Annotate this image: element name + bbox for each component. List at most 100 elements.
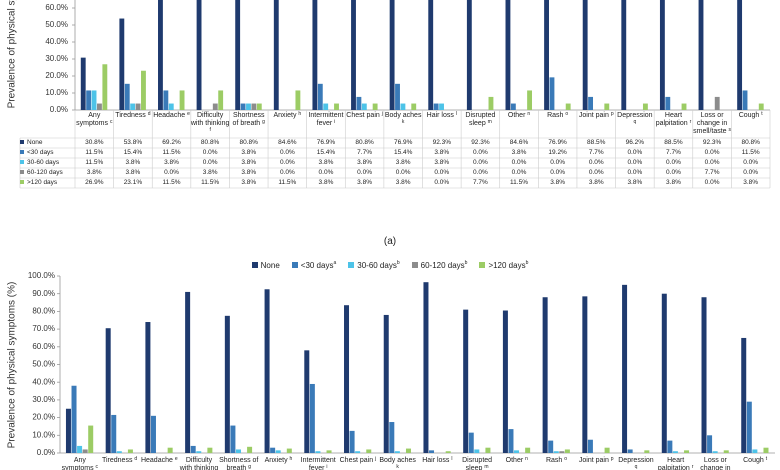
table-cell: 0.0% — [473, 159, 488, 166]
table-cell: 76.9% — [316, 139, 336, 146]
bar — [179, 90, 185, 110]
bar — [218, 90, 224, 110]
bar — [659, 0, 665, 110]
legend-item: 30-60 daysb — [348, 260, 400, 271]
category-label: Anxiety h — [268, 112, 307, 120]
bar — [644, 450, 650, 453]
category-note: d — [134, 456, 138, 462]
legend-swatch — [20, 150, 24, 154]
bar — [383, 314, 389, 453]
table-cell: 0.0% — [666, 169, 681, 176]
bar — [102, 64, 108, 110]
bar — [224, 315, 230, 453]
bar — [141, 70, 146, 110]
bar — [564, 449, 570, 453]
bar — [723, 450, 729, 453]
bar — [355, 451, 361, 453]
bar — [315, 451, 321, 453]
y-tick-label: 10.0% — [32, 430, 55, 439]
bar — [553, 451, 559, 453]
bar — [698, 0, 704, 111]
bar — [505, 0, 511, 111]
bar — [389, 422, 395, 453]
bar — [304, 350, 310, 453]
bar — [105, 328, 111, 453]
table-cell: 0.0% — [202, 149, 218, 156]
legend-swatch — [20, 160, 24, 164]
category-label: Disrupted sleep m — [461, 112, 500, 128]
category-name: Depression — [617, 112, 653, 119]
table-cell: 11.5% — [162, 179, 181, 186]
table-cell: 3.8% — [318, 179, 334, 186]
bar — [212, 103, 218, 110]
table-row-label: 30-60 days — [20, 158, 75, 168]
table-cell: 11.5% — [278, 179, 297, 186]
table-cell: 3.8% — [627, 179, 643, 186]
legend-label: >120 days — [27, 179, 58, 186]
table-cell: 3.8% — [434, 159, 450, 166]
table-cell: 92.3% — [432, 139, 452, 146]
category-name: Depression — [618, 457, 654, 464]
category-name: Chest pain — [346, 112, 380, 119]
bar — [97, 103, 102, 110]
table-cell: 7.7% — [704, 169, 720, 176]
y-tick-label: 40.0% — [32, 377, 55, 386]
bar — [582, 296, 588, 453]
bar — [158, 0, 163, 110]
table-cell: 11.5% — [741, 149, 760, 156]
bar — [389, 0, 395, 110]
bar — [230, 425, 236, 453]
bar — [323, 103, 329, 110]
legend-swatch — [348, 262, 355, 268]
table-cell: 0.0% — [473, 169, 488, 176]
table-cell: 0.0% — [279, 169, 295, 176]
y-tick-label: 50.0% — [32, 360, 55, 369]
bar — [433, 103, 439, 110]
table-cell: 3.8% — [395, 179, 411, 186]
category-label: Chest pain j — [338, 457, 378, 465]
category-label: Intermittent fever i — [298, 457, 338, 470]
category-label: Anxiety h — [259, 457, 299, 465]
bar — [334, 103, 339, 110]
category-name: Intermittent fever — [308, 112, 344, 127]
bar — [167, 447, 173, 453]
legend-item: 60-120 daysb — [411, 261, 467, 271]
category-note: q — [634, 464, 638, 470]
category-name: Joint pain — [578, 112, 609, 119]
bar — [488, 96, 494, 110]
y-tick-label: 60.0% — [45, 3, 68, 12]
table-cell: 0.0% — [473, 149, 488, 156]
category-note: h — [289, 456, 293, 462]
table-cell: 0.0% — [511, 159, 527, 166]
table-cell: 88.5% — [587, 139, 606, 146]
bar — [661, 293, 667, 453]
legend-note: b — [396, 260, 400, 266]
bar — [423, 282, 429, 453]
category-note: r — [689, 119, 692, 125]
table-cell: 3.8% — [743, 179, 759, 186]
bar — [707, 435, 713, 453]
category-name: Body aches — [384, 112, 422, 119]
bar — [82, 449, 88, 453]
y-tick-label: 100.0% — [28, 271, 55, 280]
category-label: Loss or change in smell/taste s — [696, 457, 736, 470]
category-name: Shortness of breath — [232, 112, 265, 127]
bar — [150, 415, 156, 453]
table-cell: 11.5% — [85, 149, 104, 156]
bar — [485, 447, 491, 453]
legend-label: <30 days — [300, 261, 334, 270]
legend-item: >120 daysb — [479, 261, 528, 271]
category-label: Hair loss l — [418, 457, 458, 465]
bar — [256, 103, 262, 110]
legend-label: None — [260, 261, 280, 270]
table-cell: 15.4% — [316, 149, 336, 156]
table-cell: 3.8% — [125, 159, 141, 166]
bar — [168, 103, 174, 110]
category-note: g — [248, 464, 252, 470]
category-label: Other n — [500, 112, 539, 120]
category-note: e — [187, 111, 190, 117]
table-cell: 3.8% — [666, 179, 681, 186]
bar — [429, 450, 435, 453]
category-note: f — [209, 127, 211, 133]
bar — [508, 429, 514, 453]
